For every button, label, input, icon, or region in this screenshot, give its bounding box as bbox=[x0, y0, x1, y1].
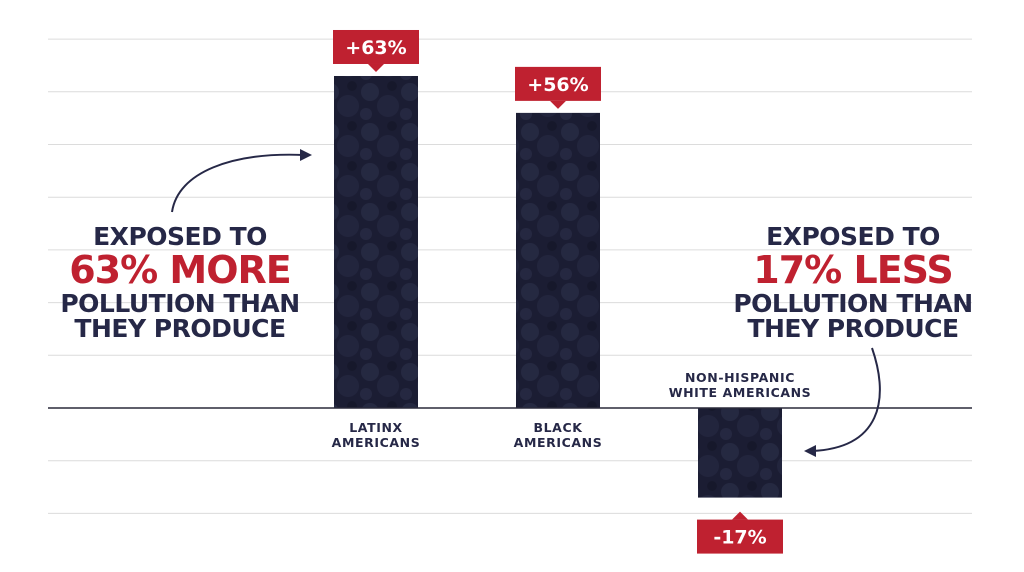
arrowhead-left bbox=[300, 149, 312, 161]
bar bbox=[334, 75, 418, 409]
gridlines bbox=[48, 38, 972, 514]
data-label: -17% bbox=[697, 511, 783, 554]
data-label-text: +63% bbox=[345, 37, 406, 59]
category-labels: LATINX AMERICANS BLACK AMERICANS NON-HISPANI… bbox=[332, 370, 812, 450]
category-label: BLACK AMERICANS bbox=[514, 420, 603, 450]
data-label-text: +56% bbox=[527, 74, 588, 96]
data-label-pointer bbox=[732, 511, 748, 520]
annotation-right-line3: POLLUTION THAN bbox=[733, 289, 973, 318]
data-label-box bbox=[515, 66, 601, 101]
arrow-left bbox=[171, 153, 305, 213]
category-label: NON-HISPANIC WHITE AMERICANS bbox=[669, 370, 812, 400]
data-label-box bbox=[333, 29, 419, 64]
annotation-left-highlight: 63% MORE bbox=[69, 248, 292, 292]
bar bbox=[516, 112, 600, 408]
annotation-left: EXPOSED TO 63% MORE POLLUTION THAN THEY … bbox=[55, 224, 305, 341]
category-label: LATINX AMERICANS bbox=[332, 420, 421, 450]
arrow-right bbox=[811, 347, 881, 452]
arrowhead-right bbox=[804, 445, 816, 457]
annotation-right: EXPOSED TO 17% LESS POLLUTION THAN THEY … bbox=[728, 224, 978, 341]
annotation-arrows bbox=[171, 149, 881, 457]
annotation-right-line1: EXPOSED TO bbox=[766, 222, 940, 251]
data-label: +56% bbox=[515, 66, 601, 109]
data-label-pointer bbox=[368, 63, 384, 72]
data-label-pointer bbox=[550, 100, 566, 109]
data-label-box bbox=[697, 519, 783, 554]
annotation-right-line4: THEY PRODUCE bbox=[747, 314, 959, 343]
annotation-left-line3: POLLUTION THAN bbox=[60, 289, 300, 318]
data-label: +63% bbox=[333, 29, 419, 72]
data-labels: +63% +56% -17% bbox=[333, 29, 783, 554]
data-label-text: -17% bbox=[713, 527, 766, 549]
bar bbox=[698, 408, 782, 498]
annotation-left-line1: EXPOSED TO bbox=[93, 222, 267, 251]
annotation-right-highlight: 17% LESS bbox=[753, 248, 953, 292]
bars bbox=[334, 75, 782, 498]
annotation-left-line4: THEY PRODUCE bbox=[74, 314, 286, 343]
